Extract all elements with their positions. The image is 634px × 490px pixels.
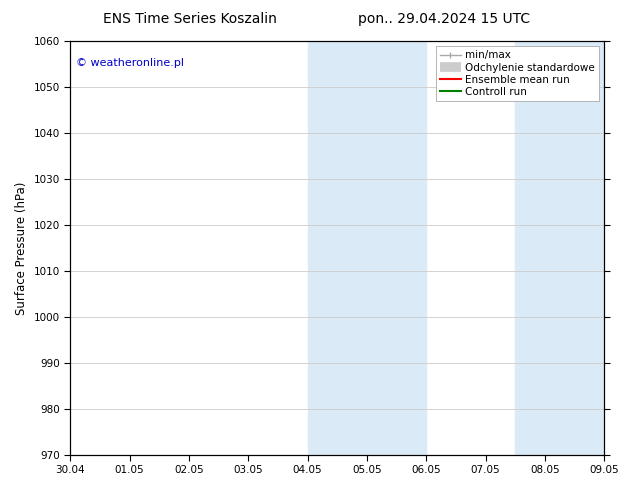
Legend: min/max, Odchylenie standardowe, Ensemble mean run, Controll run: min/max, Odchylenie standardowe, Ensembl… bbox=[436, 46, 599, 101]
Bar bbox=[307, 41, 426, 455]
Text: pon.. 29.04.2024 15 UTC: pon.. 29.04.2024 15 UTC bbox=[358, 12, 530, 26]
Y-axis label: Surface Pressure (hPa): Surface Pressure (hPa) bbox=[15, 181, 28, 315]
Text: ENS Time Series Koszalin: ENS Time Series Koszalin bbox=[103, 12, 277, 26]
Text: © weatheronline.pl: © weatheronline.pl bbox=[75, 58, 184, 68]
Bar bbox=[515, 41, 604, 455]
